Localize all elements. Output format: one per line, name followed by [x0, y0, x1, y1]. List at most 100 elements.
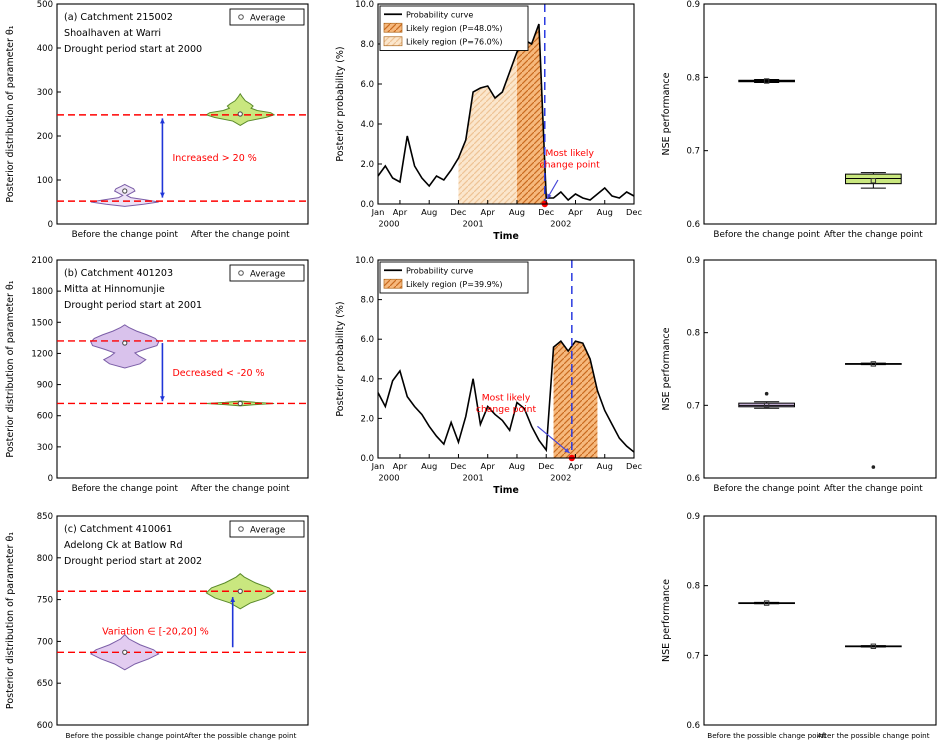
- y-tick-label: 650: [37, 679, 53, 689]
- annotation-text: Decreased < -20 %: [172, 368, 264, 379]
- x-tick-label: Apr: [393, 207, 408, 217]
- mean-marker: [763, 600, 770, 606]
- y-tick-label: 0.9: [686, 512, 700, 522]
- x-category-label: Before the change point: [713, 484, 820, 494]
- average-marker-icon: [238, 270, 244, 276]
- x-year-label: 2002: [550, 219, 571, 229]
- legend-box: [379, 5, 529, 51]
- axes-frame: [56, 515, 309, 726]
- panel-c-parameter-violin: 600 650 700 750 800 850 Posterior distribution…: [0, 512, 318, 753]
- y-tick-label: 0.6: [686, 220, 700, 230]
- y-tick-label: 0.6: [686, 721, 700, 731]
- average-marker: [122, 188, 128, 194]
- y-tick-label: 8.0: [360, 40, 374, 50]
- average-marker: [237, 588, 243, 594]
- y-tick-label: 2.0: [360, 160, 374, 170]
- x-year-label: 2001: [463, 473, 484, 483]
- mean-marker: [763, 402, 770, 409]
- average-marker: [122, 649, 128, 655]
- axes-frame: [377, 3, 635, 205]
- y-tick-label: 700: [37, 637, 53, 647]
- x-tick-label: Aug: [509, 461, 525, 471]
- y-axis-label: Posterior probability (%): [335, 46, 346, 161]
- legend-label: Likely region (P=76.0%): [406, 37, 502, 46]
- average-marker: [237, 400, 243, 407]
- x-category-label: Before the change point: [713, 230, 820, 240]
- legend-box: [229, 264, 305, 282]
- x-tick-label: Apr: [481, 461, 496, 471]
- y-tick-label: 0.8: [686, 329, 700, 339]
- panel-a-probability-chart: Most likely change point 0.0 2.0 4.0 6.0 8.0 10…: [330, 0, 644, 252]
- y-tick-label: 0.9: [686, 0, 700, 10]
- y-tick-label: 0.0: [360, 454, 374, 464]
- likely-region: [553, 341, 598, 458]
- y-tick-label: 750: [37, 596, 53, 606]
- y-tick-label: 1800: [31, 287, 53, 297]
- legend-label: Probability curve: [406, 266, 473, 275]
- panel-title-line: Shoalhaven at Warri: [64, 28, 161, 39]
- arrow-head-icon: [230, 597, 236, 603]
- legend-region-swatch: [383, 278, 403, 289]
- panel-title-line: (a) Catchment 215002: [64, 12, 173, 23]
- x-year-label: 2001: [463, 219, 484, 229]
- panel-b-parameter-violin: 0 300 600 900 1200 1500 1800 2100 Posterior dist…: [0, 256, 318, 506]
- legend-label: Average: [250, 269, 285, 279]
- arrow-head-icon: [546, 193, 552, 199]
- probability-curve: [377, 23, 635, 202]
- x-tick-label: Dec: [450, 461, 466, 471]
- y-tick-label: 0.8: [686, 73, 700, 83]
- y-tick-label: 300: [37, 443, 53, 453]
- x-tick-label: Aug: [597, 461, 613, 471]
- x-category-label: Before the change point: [72, 230, 179, 240]
- panel-title-line: (c) Catchment 410061: [64, 524, 172, 535]
- mean-marker: [870, 361, 877, 367]
- panel-title-line: Drought period start at 2002: [64, 556, 202, 567]
- average-marker: [122, 340, 128, 346]
- mean-marker: [870, 643, 877, 649]
- y-axis-label: Posterior distribution of parameter θ₁: [5, 280, 16, 457]
- y-axis-label: Posterior distribution of parameter θ₁: [5, 532, 16, 709]
- x-tick-label: Dec: [626, 461, 642, 471]
- panel-title-line: Mitta at Hinnomunjie: [64, 284, 165, 295]
- y-tick-label: 0.6: [686, 474, 700, 484]
- arrow-head-icon: [564, 448, 570, 454]
- a_violin-svg: 0 100 200 300 400 500 Posterior distribution o…: [5, 0, 309, 240]
- y-tick-label: 400: [37, 44, 53, 54]
- x-tick-label: Apr: [568, 207, 583, 217]
- likely-region: [516, 24, 547, 204]
- y-tick-label: 600: [37, 721, 53, 731]
- axes-frame: [56, 259, 309, 479]
- legend-box: [229, 520, 305, 538]
- legend-label: Likely region (P=39.9%): [406, 280, 502, 289]
- y-tick-label: 500: [37, 0, 53, 10]
- x-tick-label: Jan: [371, 207, 385, 217]
- likely-region: [458, 52, 517, 204]
- c_violin-svg: 600 650 700 750 800 850 Posterior distribution…: [5, 512, 309, 740]
- legend-box: [229, 8, 305, 26]
- change-point-label: change point: [540, 160, 601, 171]
- y-tick-label: 6.0: [360, 335, 374, 345]
- axes-frame: [56, 3, 309, 225]
- arrow-head-icon: [160, 118, 165, 124]
- y-tick-label: 1500: [31, 318, 53, 328]
- y-tick-label: 2.0: [360, 414, 374, 424]
- panel-title-line: Adelong Ck at Batlow Rd: [64, 540, 183, 551]
- x-axis-label: Time: [493, 485, 519, 496]
- axes-frame: [703, 515, 937, 726]
- y-tick-label: 200: [37, 132, 53, 142]
- x-year-label: 2000: [378, 219, 399, 229]
- y-tick-label: 0.7: [686, 651, 700, 661]
- x-category-label: After the possible change point: [817, 731, 930, 740]
- legend-label: Average: [250, 13, 285, 23]
- panel-title-line: Drought period start at 2000: [64, 44, 202, 55]
- panel-c-nse-boxplot: 0.6 0.7 0.8 0.9 NSE performance Before the po…: [656, 512, 950, 753]
- y-tick-label: 0.8: [686, 582, 700, 592]
- y-tick-label: 0.7: [686, 401, 700, 411]
- x-tick-label: Dec: [626, 207, 642, 217]
- y-tick-label: 900: [37, 381, 53, 391]
- y-tick-label: 1200: [31, 349, 53, 359]
- x-category-label: After the change point: [824, 230, 923, 240]
- x-category-label: After the change point: [824, 484, 923, 494]
